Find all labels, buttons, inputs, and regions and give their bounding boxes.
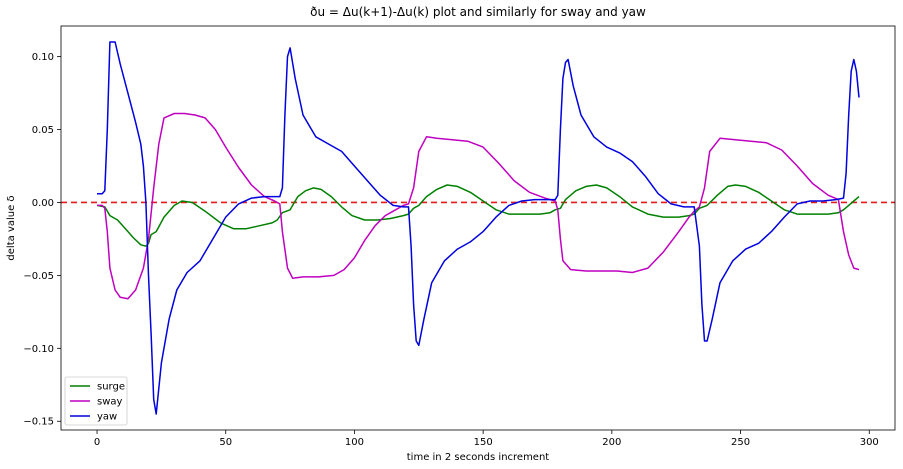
x-tick-label: 100 <box>345 437 364 448</box>
y-tick-label: 0.05 <box>32 125 54 136</box>
y-tick-label: 0.00 <box>32 198 54 209</box>
x-axis-label: time in 2 seconds increment <box>407 452 550 463</box>
y-tick-label: 0.10 <box>32 52 54 63</box>
y-tick-label: −0.05 <box>23 271 54 282</box>
y-axis: −0.15 −0.10 −0.05 0.00 0.05 0.10 <box>23 52 61 428</box>
x-tick-label: 150 <box>474 437 493 448</box>
x-tick-label: 0 <box>94 437 100 448</box>
x-tick-label: 250 <box>731 437 750 448</box>
plot-frame <box>60 25 896 431</box>
y-axis-label: delta value δ <box>6 195 17 260</box>
x-tick-label: 300 <box>860 437 879 448</box>
legend-label-surge: surge <box>97 382 125 393</box>
plot-area <box>61 41 895 415</box>
legend-label-yaw: yaw <box>97 412 117 423</box>
y-tick-label: −0.10 <box>23 344 54 355</box>
x-axis: 0 50 100 150 200 250 300 <box>94 430 879 448</box>
y-tick-label: −0.15 <box>23 417 54 428</box>
x-tick-label: 200 <box>602 437 621 448</box>
x-tick-label: 50 <box>219 437 232 448</box>
series-line-sway <box>97 112 860 300</box>
series-line-surge <box>96 184 860 247</box>
legend-label-sway: sway <box>97 397 123 408</box>
legend-box <box>64 376 128 426</box>
series-line-yaw <box>97 41 860 415</box>
chart-title: ðu = Δu(k+1)-Δu(k) plot and similarly fo… <box>310 5 646 19</box>
legend: surge sway yaw <box>64 376 128 426</box>
